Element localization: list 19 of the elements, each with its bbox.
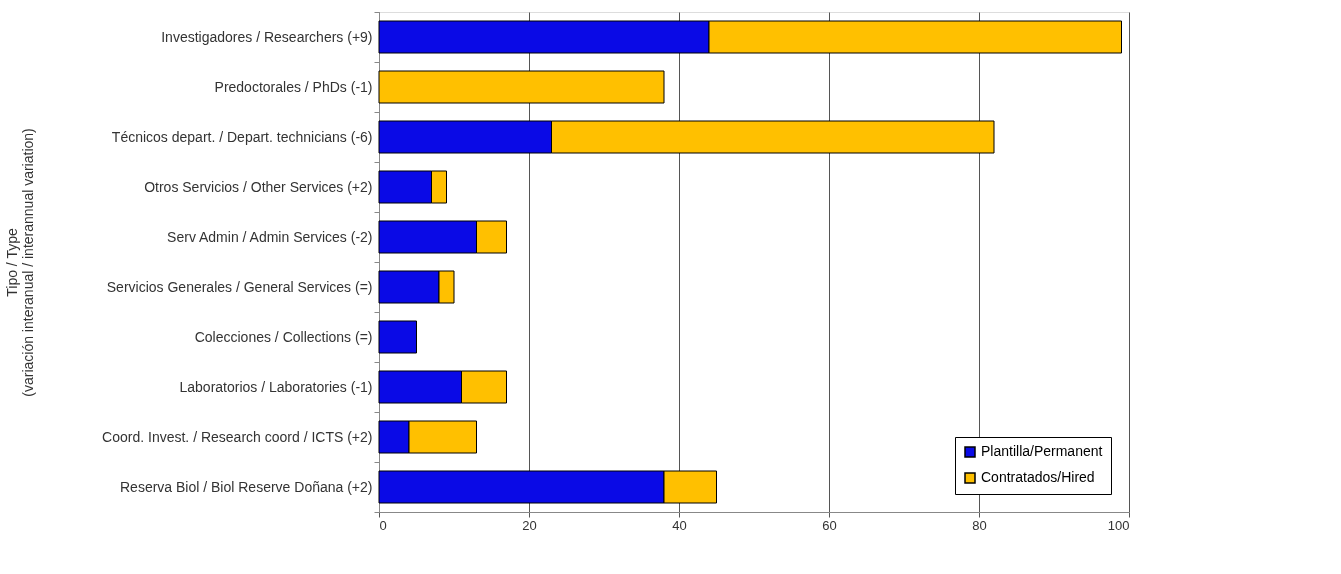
y-tick-label: Otros Servicios / Other Services (+2) bbox=[144, 178, 373, 195]
x-tick-label: 20 bbox=[522, 517, 537, 533]
y-tick-label: Predoctorales / PhDs (-1) bbox=[214, 78, 373, 95]
legend-label: Plantilla/Permanent bbox=[981, 443, 1103, 459]
y-tick-label: Técnicos depart. / Depart. technicians (-6) bbox=[111, 128, 373, 145]
y-tick-label: Coord. Invest. / Research coord / ICTS (+2) bbox=[102, 428, 373, 445]
y-tick-label: Colecciones / Collections (=) bbox=[194, 328, 373, 345]
y-tick-label: Servicios Generales / General Services (=) bbox=[106, 278, 373, 295]
y-tick-label: Investigadores / Researchers (+9) bbox=[161, 28, 373, 45]
y-tick-label: Reserva Biol / Biol Reserve Doñana (+2) bbox=[119, 478, 373, 495]
x-tick-label: 0 bbox=[379, 517, 387, 533]
x-tick-label: 100 bbox=[1107, 517, 1130, 533]
x-tick-label: 80 bbox=[972, 517, 987, 533]
legend-label: Contratados/Hired bbox=[981, 469, 1095, 485]
y-axis-title: Tipo / Type (variación interanual / interannual variation) bbox=[3, 128, 36, 397]
y-tick-label: Serv Admin / Admin Services (-2) bbox=[167, 228, 373, 245]
x-tick-label: 40 bbox=[672, 517, 687, 533]
y-tick-label: Laboratorios / Laboratories (-1) bbox=[179, 378, 373, 395]
x-tick-label: 60 bbox=[822, 517, 837, 533]
